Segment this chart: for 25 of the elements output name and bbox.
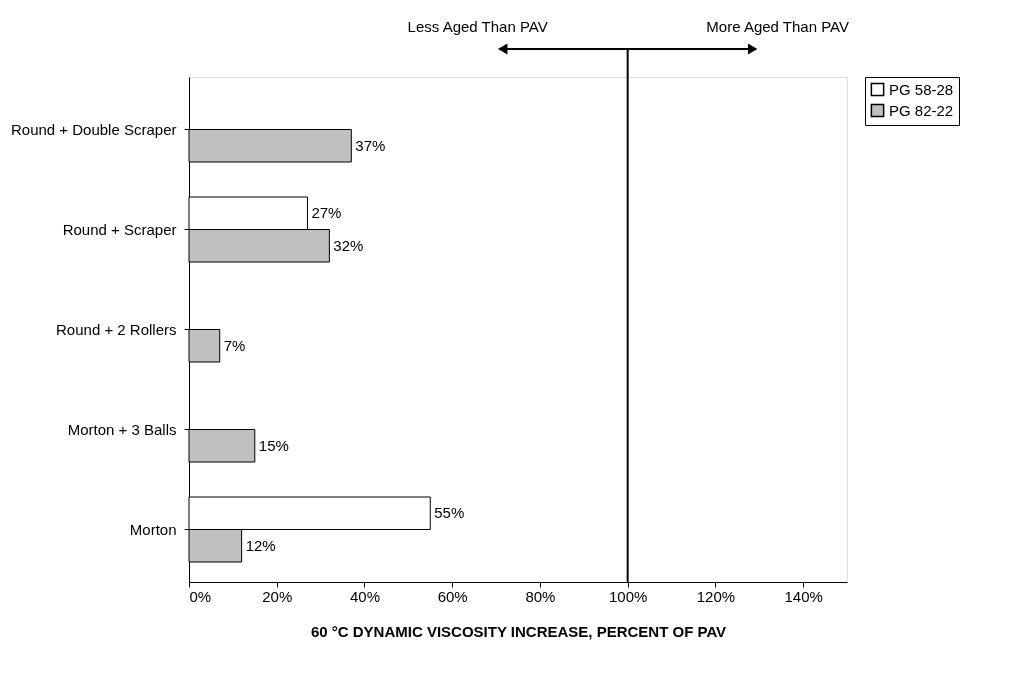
data-label: 37% bbox=[355, 136, 386, 154]
text: More Aged Than PAV bbox=[706, 18, 849, 35]
x-tick-label: 40% bbox=[349, 587, 380, 605]
data-label: 7% bbox=[223, 336, 246, 354]
x-tick-label: 20% bbox=[262, 587, 293, 605]
y-tick-label: Morton bbox=[129, 520, 177, 538]
x-tick-label: 140% bbox=[784, 587, 823, 605]
data-label: 12% bbox=[245, 536, 276, 554]
y-tick-label: Round + Scraper bbox=[62, 220, 177, 238]
data-label: 27% bbox=[311, 204, 342, 222]
x-tick-label: 120% bbox=[696, 587, 736, 605]
x-tick-label: 60% bbox=[437, 587, 468, 605]
x-axis-title: 60 °C DYNAMIC VISCOSITY INCREASE, PERCENT OF PAV bbox=[310, 622, 727, 640]
data-label: 15% bbox=[258, 436, 289, 454]
data-label: 32% bbox=[333, 236, 364, 254]
legend-label: PG 58-28 bbox=[889, 80, 954, 98]
x-tick-label: 80% bbox=[525, 587, 556, 605]
x-tick-label: 0% bbox=[189, 587, 212, 605]
legend-label: PG 82-22 bbox=[889, 101, 954, 119]
text: Less Aged Than PAV bbox=[407, 18, 548, 35]
y-tick-label: Round + Double Scraper bbox=[10, 120, 177, 138]
x-tick-label: 100% bbox=[608, 587, 648, 605]
data-label: 55% bbox=[434, 504, 465, 522]
y-tick-label: Round + 2 Rollers bbox=[56, 320, 177, 338]
y-tick-label: Morton + 3 Balls bbox=[67, 420, 177, 438]
